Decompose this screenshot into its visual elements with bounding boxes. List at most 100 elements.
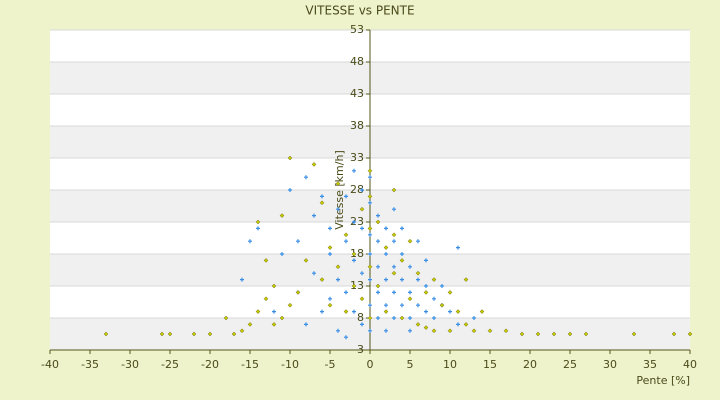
point (424, 284, 428, 288)
point (351, 251, 357, 257)
point (375, 283, 381, 289)
point (384, 226, 388, 231)
point (328, 226, 332, 231)
point (344, 194, 348, 199)
x-tick-label: 10 (443, 358, 457, 371)
point (368, 232, 372, 237)
point (295, 290, 301, 295)
point (423, 325, 429, 330)
y-tick-label: 18 (350, 247, 364, 260)
point (360, 188, 364, 192)
point (336, 207, 340, 212)
point (392, 207, 396, 212)
point (376, 239, 380, 244)
point (455, 309, 461, 314)
point (240, 277, 244, 282)
point (336, 328, 340, 333)
x-tick-label: 15 (483, 358, 497, 371)
point (271, 283, 277, 289)
point (407, 296, 413, 302)
point (328, 296, 332, 301)
point (384, 277, 388, 282)
point (408, 328, 412, 333)
point (287, 155, 293, 161)
point (399, 258, 405, 263)
point (352, 309, 356, 314)
point (207, 331, 213, 337)
y-tick-label: 53 (350, 23, 364, 36)
point (383, 245, 389, 250)
point (280, 252, 284, 256)
point (376, 290, 380, 295)
point (256, 226, 260, 231)
point (408, 316, 412, 320)
point (416, 277, 420, 282)
point (359, 206, 365, 212)
point (368, 277, 372, 282)
point (360, 271, 364, 276)
point (447, 290, 453, 295)
point (352, 258, 356, 263)
point (103, 331, 109, 337)
point (376, 213, 380, 218)
chart-title: VITESSE vs PENTE (305, 4, 414, 18)
point (407, 238, 413, 244)
point (432, 296, 436, 301)
y-tick-label: 43 (350, 87, 364, 100)
x-tick-label: -35 (81, 358, 99, 371)
point (191, 331, 197, 337)
point (279, 213, 285, 218)
point (367, 264, 373, 270)
point (392, 264, 396, 269)
point (247, 322, 253, 327)
point (336, 277, 340, 282)
point (344, 239, 348, 244)
point (367, 168, 373, 174)
point (335, 181, 341, 186)
x-tick-label: 30 (603, 358, 617, 371)
point (319, 277, 325, 282)
point (304, 322, 308, 327)
point (583, 331, 589, 337)
point (279, 315, 285, 321)
point (671, 331, 677, 337)
point (272, 309, 276, 314)
point (487, 328, 493, 334)
y-tick-label: 38 (350, 119, 364, 132)
y-tick-label: 3 (357, 343, 364, 356)
y-tick-label: 8 (357, 311, 364, 324)
y-tick-label: 13 (350, 279, 364, 292)
point (551, 331, 557, 337)
x-tick-label: -15 (241, 358, 259, 371)
point (400, 303, 404, 308)
point (384, 303, 388, 308)
point (519, 331, 525, 337)
point (352, 220, 356, 224)
y-tick-label: 33 (350, 151, 364, 164)
point (400, 252, 404, 256)
point (463, 322, 469, 327)
point (304, 175, 308, 180)
point (503, 328, 509, 334)
point (424, 258, 428, 263)
point (368, 303, 372, 308)
point (328, 252, 332, 256)
point (432, 316, 436, 320)
point (392, 239, 396, 244)
point (255, 219, 261, 225)
x-tick-label: 25 (563, 358, 577, 371)
point (303, 258, 309, 263)
point (368, 175, 372, 180)
point (248, 239, 252, 244)
point (456, 322, 460, 327)
point (287, 302, 293, 308)
point (312, 271, 316, 276)
point (567, 331, 573, 337)
y-axis-label: Vitesse [km/h] (333, 150, 346, 230)
point (255, 309, 261, 314)
point (296, 239, 300, 244)
point (263, 296, 269, 302)
point (448, 309, 452, 314)
point (400, 277, 404, 282)
